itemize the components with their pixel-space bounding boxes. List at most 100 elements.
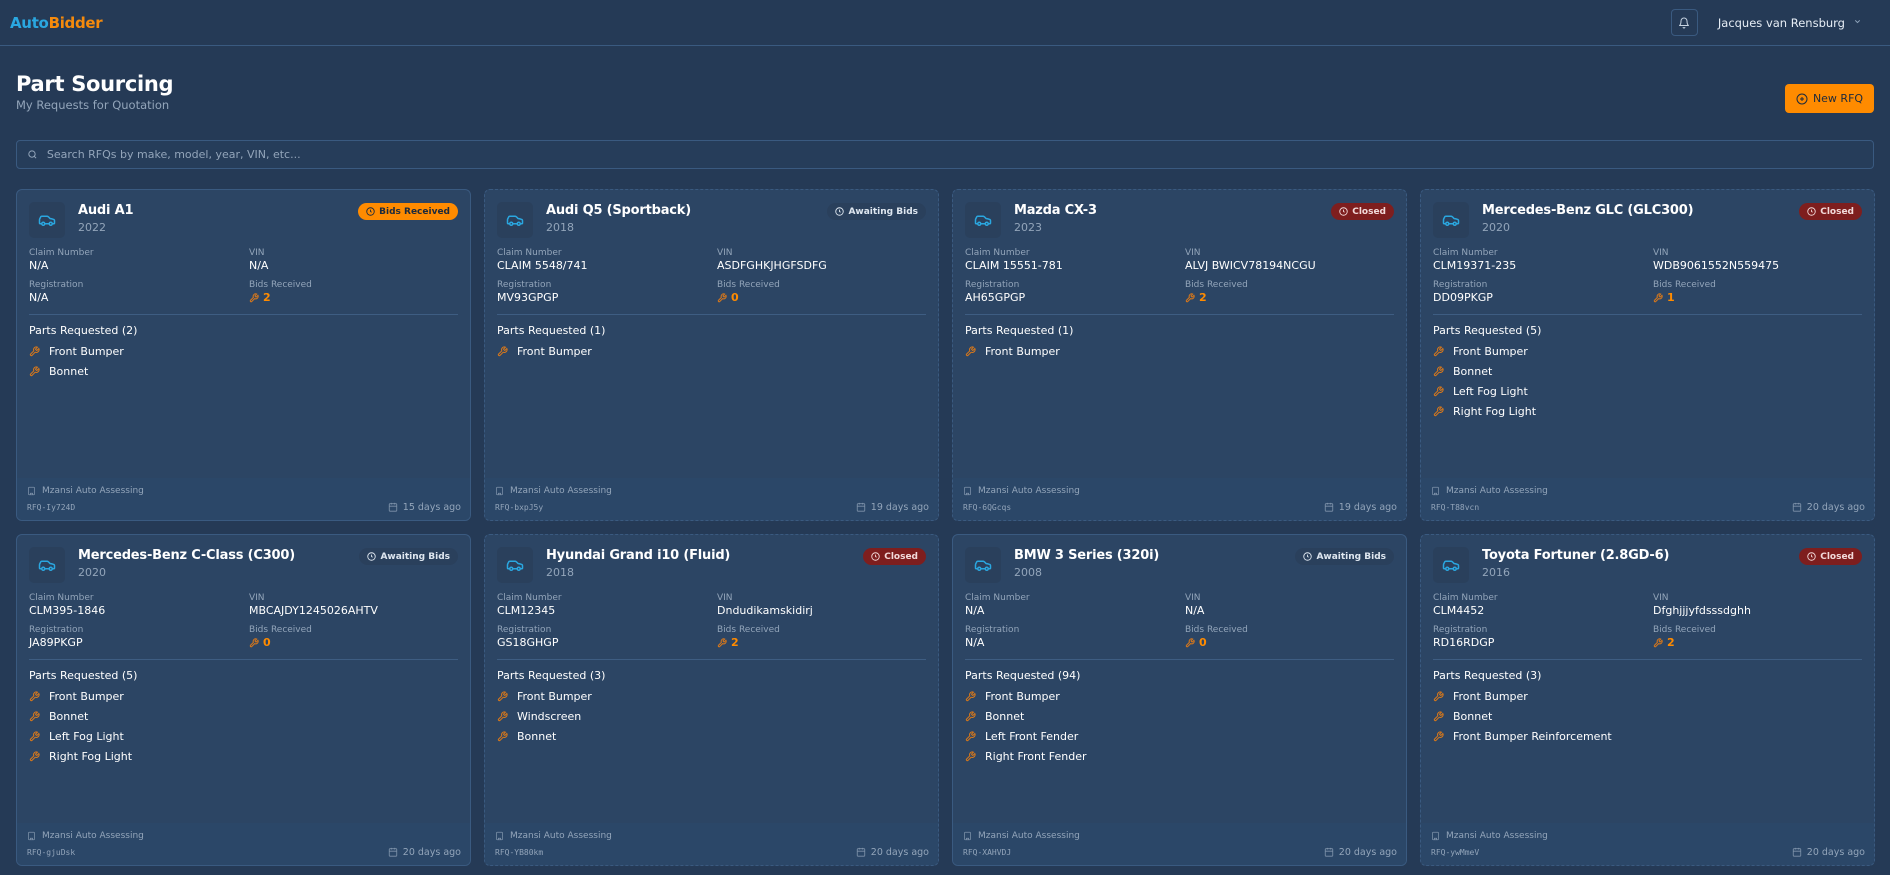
bids-label: Bids Received: [1185, 625, 1248, 635]
car-icon: [38, 560, 56, 571]
card-footer: Mzansi Auto Assessing RFQ-bxpJ5y 19 days…: [485, 478, 938, 520]
company: Mzansi Auto Assessing: [27, 831, 461, 841]
notifications-button[interactable]: [1670, 9, 1698, 36]
part-name: Front Bumper: [517, 689, 592, 703]
part-name: Front Bumper: [985, 689, 1060, 703]
claim-label: Claim Number: [497, 593, 562, 603]
rfq-id: RFQ-bxpJ5y: [495, 502, 544, 512]
wrench-icon: [497, 730, 508, 741]
bids-label: Bids Received: [249, 280, 312, 290]
chevron-down-icon: [1853, 17, 1862, 29]
bell-icon: [1679, 17, 1690, 28]
parts-title: Parts Requested (94): [965, 669, 1081, 682]
part-item: Front Bumper: [965, 689, 1394, 703]
divider: [29, 314, 458, 315]
bids-label: Bids Received: [1185, 280, 1248, 290]
wrench-icon: [497, 690, 508, 701]
rfq-card-3[interactable]: Mazda CX-3 2023 Closed Claim Number CLAI…: [952, 189, 1407, 521]
car-icon-box: [497, 202, 533, 238]
status-icon: [871, 552, 880, 561]
vehicle-name: Toyota Fortuner (2.8GD-6): [1482, 548, 1670, 563]
wrench-icon: [1433, 405, 1444, 416]
building-icon: [28, 831, 35, 840]
part-item: Front Bumper: [29, 345, 458, 358]
wrench-icon: [965, 345, 976, 356]
registration-label: Registration: [1433, 280, 1488, 290]
rfq-card-5[interactable]: Mercedes-Benz C-Class (C300) 2020 Awaiti…: [16, 534, 471, 866]
car-icon-box: [1433, 202, 1469, 238]
part-item: Front Bumper: [965, 345, 1394, 358]
vin-label: VIN: [717, 248, 733, 258]
rfq-id: RFQ-gjuDsk: [27, 847, 76, 857]
rfq-card-6[interactable]: Hyundai Grand i10 (Fluid) 2018 Closed Cl…: [484, 534, 939, 866]
claim-label: Claim Number: [1433, 593, 1498, 603]
company-name: Mzansi Auto Assessing: [42, 485, 144, 496]
divider: [497, 659, 926, 660]
part-name: Left Front Fender: [985, 729, 1079, 743]
vin-value: N/A: [1185, 604, 1205, 617]
status-icon: [1807, 552, 1816, 561]
parts-list: Front Bumper: [965, 345, 1394, 358]
wrench-icon: [1433, 730, 1444, 741]
status-badge: Awaiting Bids: [359, 548, 458, 565]
wrench-icon: [1433, 365, 1444, 376]
vehicle-name: Hyundai Grand i10 (Fluid): [546, 548, 731, 563]
car-icon-box: [29, 547, 65, 583]
vehicle-year: 2022: [78, 221, 106, 234]
part-item: Front Bumper: [1433, 345, 1862, 358]
vin-value: Dfghjjjyfdsssdghh: [1653, 604, 1751, 617]
part-name: Bonnet: [49, 364, 89, 378]
vehicle-year: 2016: [1482, 566, 1510, 579]
wrench-icon: [29, 750, 40, 761]
vin-label: VIN: [1185, 593, 1201, 603]
bids-value: 2: [263, 291, 271, 304]
new-rfq-button[interactable]: New RFQ: [1785, 84, 1874, 113]
part-item: Left Fog Light: [1433, 384, 1862, 398]
parts-title: Parts Requested (1): [965, 324, 1074, 337]
status-badge: Closed: [1331, 203, 1394, 220]
card-footer: Mzansi Auto Assessing RFQ-Iy724D 15 days…: [17, 478, 470, 520]
rfq-card-4[interactable]: Mercedes-Benz GLC (GLC300) 2020 Closed C…: [1420, 189, 1875, 521]
divider: [1433, 314, 1862, 315]
building-icon: [964, 831, 971, 840]
rfq-card-8[interactable]: Toyota Fortuner (2.8GD-6) 2016 Closed Cl…: [1420, 534, 1875, 866]
part-name: Left Fog Light: [1453, 384, 1528, 398]
registration-value: GS18GHGP: [497, 636, 559, 649]
rfq-card-7[interactable]: BMW 3 Series (320i) 2008 Awaiting Bids C…: [952, 534, 1407, 866]
app-logo[interactable]: AutoBidder: [10, 14, 103, 32]
wrench-icon: [1433, 345, 1444, 356]
created-date: 20 days ago: [856, 847, 929, 858]
date-label: 20 days ago: [1806, 501, 1865, 513]
bids-count: 2: [249, 291, 458, 304]
wrench-icon: [717, 637, 727, 647]
claim-label: Claim Number: [497, 248, 562, 258]
vehicle-name: Mazda CX-3: [1014, 203, 1097, 218]
vin-value: Dndudikamskidirj: [717, 604, 813, 617]
user-menu[interactable]: Jacques van Rensburg: [1718, 16, 1862, 30]
calendar-icon: [856, 847, 865, 857]
claim-number: CLM19371-235: [1433, 259, 1517, 272]
search-bar[interactable]: [16, 140, 1874, 169]
date-label: 20 days ago: [1338, 846, 1397, 858]
registration-value: N/A: [29, 291, 49, 304]
divider: [965, 314, 1394, 315]
search-input[interactable]: [46, 148, 1873, 161]
bids-value: 0: [263, 636, 271, 649]
building-icon: [1432, 831, 1439, 840]
user-name: Jacques van Rensburg: [1717, 15, 1845, 30]
rfq-card-2[interactable]: Audi Q5 (Sportback) 2018 Awaiting Bids C…: [484, 189, 939, 521]
part-item: Right Fog Light: [29, 750, 458, 763]
registration-value: N/A: [965, 636, 985, 649]
vin-label: VIN: [1653, 248, 1669, 258]
parts-list: Front Bumper Bonnet Left Fog Light Right Fo…: [29, 690, 458, 763]
wrench-icon: [249, 292, 259, 302]
parts-list: Front Bumper: [497, 345, 926, 358]
status-label: Awaiting Bids: [848, 206, 918, 217]
status-label: Closed: [1820, 206, 1854, 217]
part-item: Bonnet: [497, 730, 926, 743]
vin-label: VIN: [1653, 593, 1669, 603]
registration-value: JA89PKGP: [29, 636, 83, 649]
wrench-icon: [497, 710, 508, 721]
car-icon-box: [965, 547, 1001, 583]
rfq-card-1[interactable]: Audi A1 2022 Bids Received Claim Number …: [16, 189, 471, 521]
